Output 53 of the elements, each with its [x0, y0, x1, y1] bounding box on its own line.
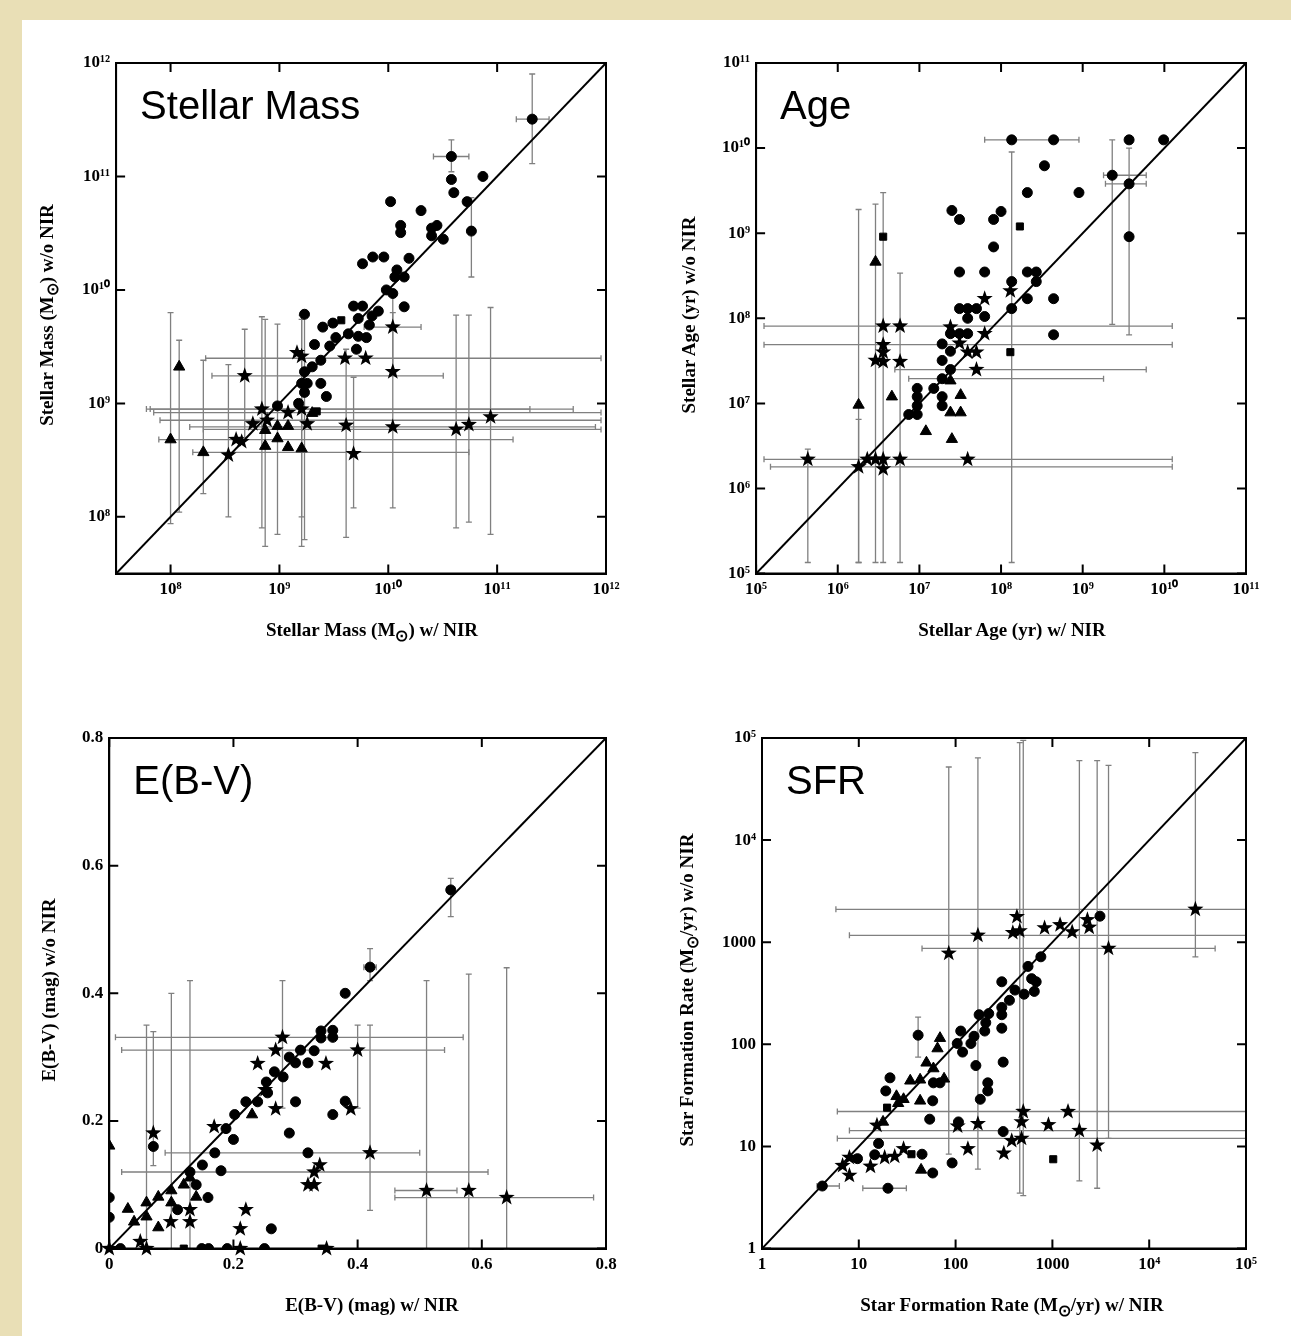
y-tick-label: 10⁹: [87, 392, 111, 412]
y-tick-label: 10⁷: [727, 392, 751, 412]
x-tick-label: 0.4: [347, 1254, 369, 1274]
x-axis-title: E(B-V) (mag) w/ NIR: [284, 1294, 460, 1316]
y-tick-label: 1000: [722, 931, 756, 951]
x-tick-label: 0.6: [471, 1254, 493, 1274]
y-tick-label: 0.8: [82, 727, 104, 747]
x-tick-label: 0.2: [222, 1254, 245, 1274]
x-axis-title: Stellar Mass (M$_{⊙}$) w/ NIR: [264, 619, 480, 645]
y-tick-label: 10⁹: [727, 222, 751, 242]
y-tick-label: 10⁸: [87, 506, 111, 526]
y-tick-label: 0.4: [82, 982, 104, 1002]
y-tick-label: 10¹²: [82, 52, 111, 72]
y-tick-label: 10⁶: [727, 477, 751, 497]
y-tick-label: 10¹¹: [82, 165, 111, 185]
x-tick-label: 1000: [1035, 1254, 1070, 1274]
x-tick-label: 10⁶: [826, 579, 849, 599]
x-tick-label: 10⁸: [159, 579, 182, 599]
y-tick-label: 0.6: [82, 855, 104, 875]
x-tick-label: 10¹²: [592, 579, 620, 599]
x-axis-title: Stellar Age (yr) w/ NIR: [917, 619, 1107, 641]
y-tick-label: 10⁴: [733, 829, 756, 849]
y-tick-label: 10⁵: [733, 727, 756, 747]
x-tick-label: 10⁵: [1234, 1254, 1258, 1274]
x-tick-label: 10¹¹: [1232, 579, 1260, 599]
y-axis-title: Stellar Age (yr) w/o NIR: [678, 216, 700, 414]
y-tick-label: 10: [739, 1135, 756, 1155]
x-tick-label: 10¹⁰: [374, 579, 403, 599]
x-tick-label: 10⁴: [1138, 1254, 1161, 1274]
y-tick-label: 0.2: [82, 1110, 104, 1130]
x-tick-label: 0.8: [595, 1254, 617, 1274]
x-tick-label: 10: [850, 1254, 868, 1274]
text: Stellar Mass: [140, 83, 361, 127]
x-tick-label: 10⁷: [908, 579, 931, 599]
text: Age: [780, 83, 852, 127]
y-tick-label: 10⁸: [727, 307, 751, 327]
text: SFR: [786, 758, 866, 802]
x-tick-label: 100: [942, 1254, 969, 1274]
y-tick-label: 0: [94, 1237, 104, 1257]
x-tick-label: 10¹⁰: [1150, 579, 1179, 599]
x-tick-label: 10⁸: [989, 579, 1013, 599]
y-tick-label: 10¹¹: [722, 52, 751, 72]
x-tick-label: 10¹¹: [483, 579, 511, 599]
y-tick-label: 10¹⁰: [81, 279, 111, 299]
y-tick-label: 100: [730, 1033, 756, 1053]
y-axis-title: E(B-V) (mag) w/o NIR: [38, 898, 60, 1082]
x-tick-label: 10⁹: [1071, 579, 1094, 599]
y-tick-label: 10¹⁰: [721, 137, 751, 157]
text: E(B-V): [133, 758, 254, 802]
x-axis-title: Star Formation Rate (M$_{⊙}$/yr) w/ NIR: [859, 1294, 1165, 1320]
y-tick-label: 10⁵: [727, 562, 751, 582]
x-tick-label: 10⁹: [268, 579, 291, 599]
y-tick-label: 1: [747, 1237, 756, 1257]
